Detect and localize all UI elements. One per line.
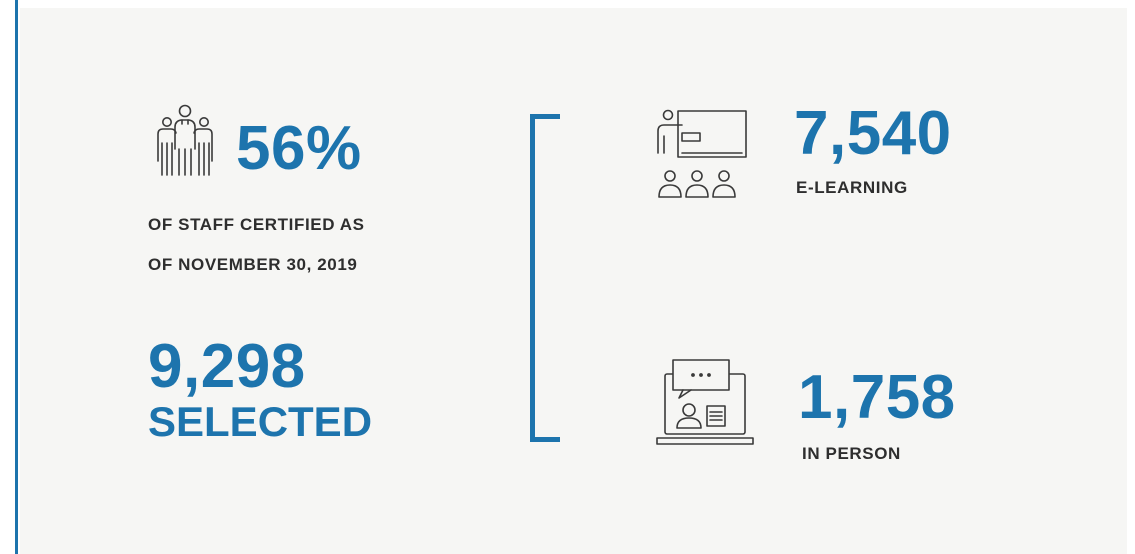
elearning-label: E-LEARNING [796,178,908,198]
selected-label: SELECTED [148,398,372,446]
in-person-label: IN PERSON [802,444,901,464]
certified-caption-line1: OF STAFF CERTIFIED AS [148,215,365,235]
in-person-value: 1,758 [798,362,956,433]
classroom-presentation-icon [650,103,750,203]
laptop-chat-icon [655,358,755,450]
staff-group-icon [148,103,222,177]
certified-percent: 56% [236,113,362,184]
stats-panel [20,8,1127,554]
selected-value: 9,298 [148,331,306,402]
certified-caption-line2: OF NOVEMBER 30, 2019 [148,255,357,275]
group-bracket [530,114,560,442]
elearning-value: 7,540 [794,98,952,169]
left-accent-rule [15,0,18,554]
